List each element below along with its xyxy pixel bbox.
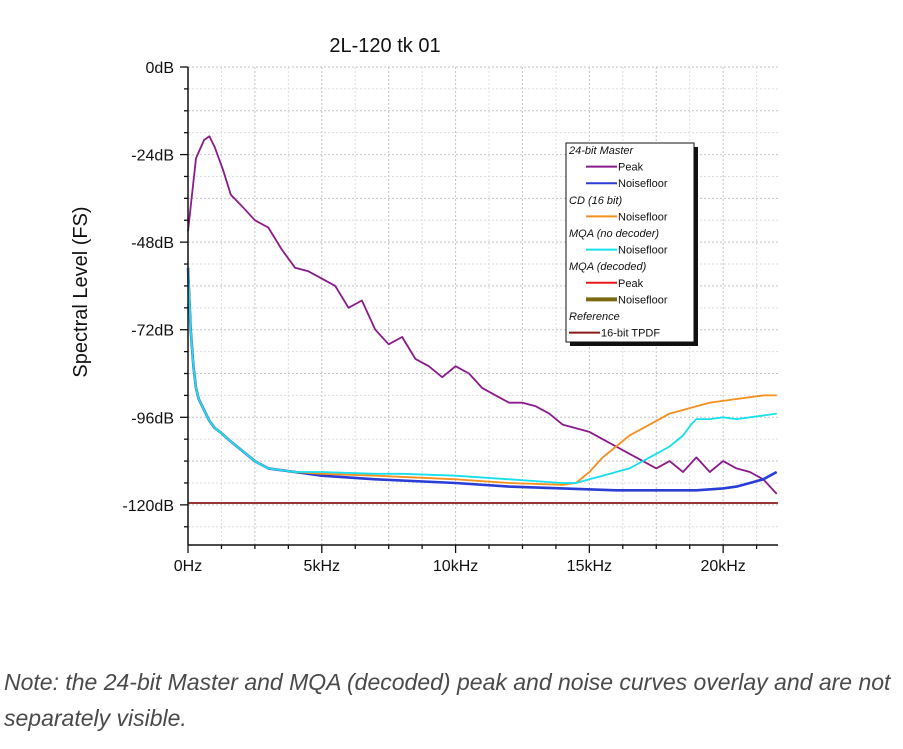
legend-entry-label: Noisefloor	[618, 178, 668, 190]
axes: 0dB -24dB -48dB -72dB -96dB -120dB 0Hz 5kHz 10kH…	[122, 60, 778, 575]
legend-entry-label: Peak	[618, 278, 644, 290]
legend-box	[565, 142, 695, 343]
x-tick-label: 20kHz	[700, 558, 745, 575]
y-axis-label: Spectral Level (FS)	[70, 206, 92, 377]
x-tick-label: 15kHz	[567, 558, 612, 575]
y-tick-label: 0dB	[146, 60, 174, 77]
legend: 24-bit Master Peak Noisefloor CD (16 bit) No…	[565, 142, 698, 346]
series-line-mqa_nd_noise	[187, 267, 777, 484]
legend-entry-label: Noisefloor	[618, 294, 668, 306]
figure-caption: Note: the 24-bit Master and MQA (decoded…	[4, 669, 891, 731]
series-line-master_peak	[187, 135, 778, 495]
legend-group-title: CD (16 bit)	[569, 195, 623, 207]
y-tick-label: -120dB	[122, 498, 174, 515]
spectral-chart: 2L-120 tk 01 Spectral Level (FS) 0dB -24d…	[70, 35, 778, 575]
legend-entry-label: 16-bit TPDF	[601, 328, 660, 340]
x-tick-label: 5kHz	[304, 558, 340, 575]
legend-entry-label: Peak	[618, 162, 644, 174]
chart-title: 2L-120 tk 01	[329, 35, 440, 57]
legend-group-title: 24-bit Master	[568, 145, 635, 157]
series-layer	[186, 135, 778, 504]
legend-group-title: MQA (decoded)	[569, 261, 647, 273]
x-tick-label: 0Hz	[174, 558, 202, 575]
y-tick-label: -48dB	[131, 235, 174, 252]
y-tick-label: -72dB	[131, 323, 174, 340]
legend-group-title: Reference	[569, 311, 620, 323]
legend-entry-label: Noisefloor	[618, 245, 668, 257]
legend-group-title: MQA (no decoder)	[569, 228, 659, 240]
legend-entry-label: Noisefloor	[618, 211, 668, 223]
y-tick-label: -96dB	[131, 410, 174, 427]
x-tick-label: 10kHz	[433, 558, 478, 575]
y-tick-label: -24dB	[131, 148, 174, 165]
